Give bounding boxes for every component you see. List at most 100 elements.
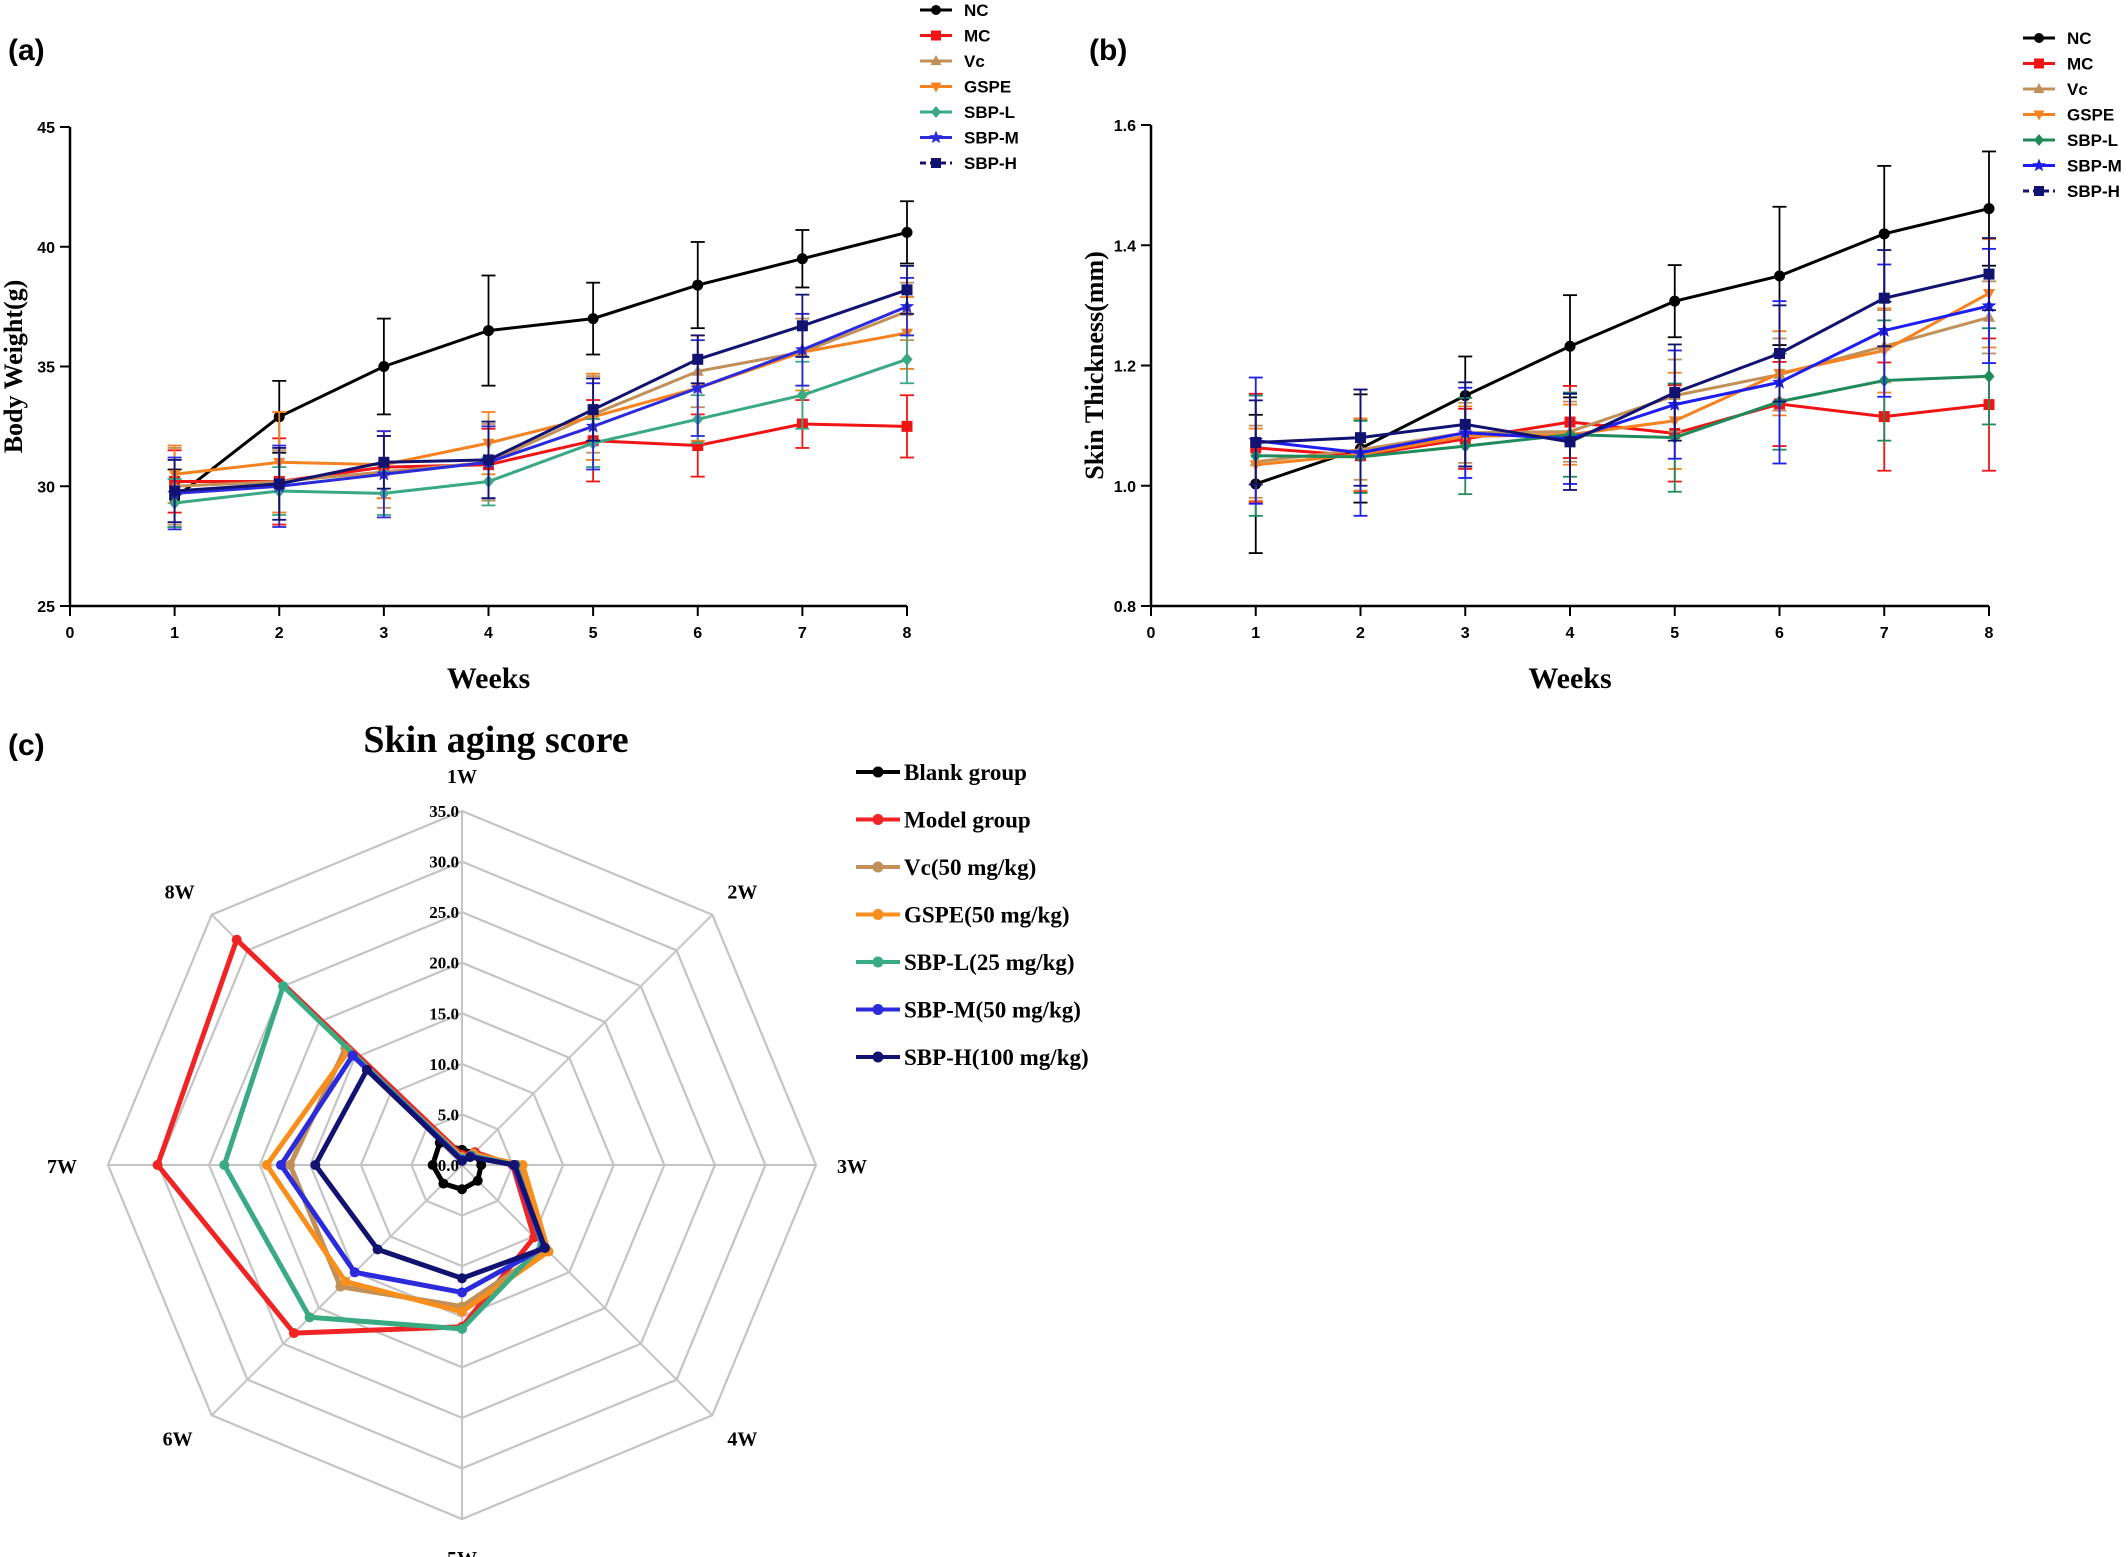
- legend-marker: [872, 861, 884, 873]
- radar-point: [472, 1175, 483, 1186]
- x-tick-label: 2: [275, 625, 284, 642]
- legend-label: Blank group: [904, 760, 1027, 785]
- radar-point: [304, 1312, 315, 1323]
- x-tick-label: 7: [1880, 625, 1889, 642]
- series-line: [1255, 304, 1990, 455]
- radar-point: [340, 1276, 351, 1287]
- legend-label: Model group: [904, 808, 1031, 833]
- radar-axis-label: 1W: [447, 766, 477, 788]
- radar-point: [349, 1267, 360, 1278]
- y-axis-label: Body Weight(g): [0, 280, 28, 454]
- radar-point: [457, 1306, 467, 1317]
- radar-point: [517, 1160, 528, 1170]
- y-tick-label: 40: [37, 240, 55, 257]
- series-line: [1255, 272, 1990, 444]
- legend: NC MC Vc GSPE SBP-L SBP-M SBP-H: [2023, 29, 2122, 201]
- series-line: [174, 310, 908, 488]
- y-tick-label: 1.6: [1114, 118, 1136, 135]
- y-tick-label: 1.0: [1114, 479, 1136, 496]
- legend-marker: [931, 30, 941, 41]
- legend-label: SBP-H: [2067, 182, 2120, 201]
- data-point: [796, 320, 808, 332]
- legend-label: GSPE(50 mg/kg): [904, 903, 1069, 928]
- series-line: [174, 305, 908, 495]
- chart-title: Skin aging score: [363, 719, 628, 761]
- legend-marker: [2034, 33, 2044, 43]
- x-tick-label: 4: [484, 625, 493, 642]
- radar-point: [438, 1178, 449, 1189]
- radar-point: [261, 1160, 272, 1170]
- legend-label: GSPE: [2067, 106, 2114, 125]
- legend-marker: [872, 766, 884, 778]
- grid-spoke: [210, 1164, 463, 1417]
- x-tick-label: 4: [1566, 625, 1575, 642]
- radar-legend: Blank group Model group Vc(50 mg/kg) GSPE(5…: [856, 760, 1089, 1070]
- radar-point: [361, 1064, 372, 1075]
- y-tick-label: 1.2: [1114, 359, 1136, 376]
- x-tick-label: 5: [1670, 625, 1679, 642]
- legend-marker: [872, 1051, 884, 1063]
- data-point: [273, 478, 285, 490]
- radar-point: [372, 1244, 383, 1255]
- legend-marker: [2034, 186, 2044, 196]
- panel-label: (a): [8, 34, 45, 67]
- legend-marker: [872, 909, 884, 920]
- y-tick-label: 30: [37, 479, 55, 496]
- radar-axis-label: 2W: [727, 882, 757, 904]
- legend-label: SBP-H: [964, 154, 1017, 173]
- data-point: [1355, 432, 1366, 444]
- data-point: [1878, 292, 1890, 304]
- legend-label: SBP-M(50 mg/kg): [904, 998, 1081, 1023]
- data-point: [169, 485, 181, 497]
- legend-label: NC: [964, 1, 989, 20]
- radar-point: [457, 1287, 467, 1298]
- legend-label: SBP-L(25 mg/kg): [904, 950, 1075, 975]
- y-tick-label: 35: [37, 360, 55, 377]
- x-tick-label: 0: [66, 625, 75, 642]
- radar-point: [457, 1184, 467, 1195]
- legend-label: MC: [964, 27, 990, 46]
- data-point: [901, 420, 913, 432]
- legend-label: SBP-L: [964, 103, 1015, 122]
- radar-tick-label: 0.0: [438, 1156, 459, 1175]
- data-point: [483, 325, 494, 337]
- data-point: [1983, 369, 1995, 383]
- grid-spoke: [461, 1164, 714, 1417]
- x-axis-label: Weeks: [1528, 662, 1611, 695]
- legend-marker: [872, 956, 884, 968]
- series-sbp-h: [1248, 237, 1996, 491]
- legend-marker: [2034, 134, 2044, 146]
- data-point: [690, 380, 706, 395]
- data-point: [692, 353, 704, 365]
- radar-point: [152, 1160, 163, 1170]
- radar-axis-label: 3W: [837, 1156, 867, 1178]
- radar-series-6: [310, 1064, 550, 1284]
- radar-axis-label: 4W: [727, 1428, 757, 1450]
- legend-marker: [2032, 158, 2046, 172]
- legend-marker: [931, 5, 941, 15]
- panel-label: (b): [1089, 34, 1127, 67]
- series-sbp-h: [167, 265, 914, 524]
- radar-point: [427, 1160, 438, 1170]
- series-line: [174, 288, 908, 493]
- radar-tick-label: 30.0: [429, 853, 459, 872]
- legend-marker: [2033, 83, 2045, 93]
- radar-axis-label: 6W: [163, 1428, 193, 1450]
- data-point: [1983, 268, 1995, 280]
- data-point: [1459, 418, 1471, 430]
- radar-point: [285, 1160, 296, 1170]
- x-tick-label: 6: [1775, 625, 1784, 642]
- radar-tick-label: 25.0: [429, 903, 459, 922]
- legend-marker: [872, 814, 884, 825]
- data-point: [901, 352, 913, 366]
- data-point: [692, 279, 704, 291]
- legend-marker: [931, 158, 941, 168]
- legend-marker: [931, 106, 941, 118]
- legend-marker: [930, 82, 942, 93]
- line-chart-b: (b) 0 1 2 3 4 5 6 7 8 0.8 1.0 1.2 1.4 1.6 Weeks Skin Thi…: [1080, 29, 2122, 695]
- legend-label: Vc: [2067, 80, 2088, 99]
- series-line: [173, 230, 908, 500]
- legend-label: NC: [2067, 29, 2092, 48]
- x-tick-label: 0: [1147, 625, 1156, 642]
